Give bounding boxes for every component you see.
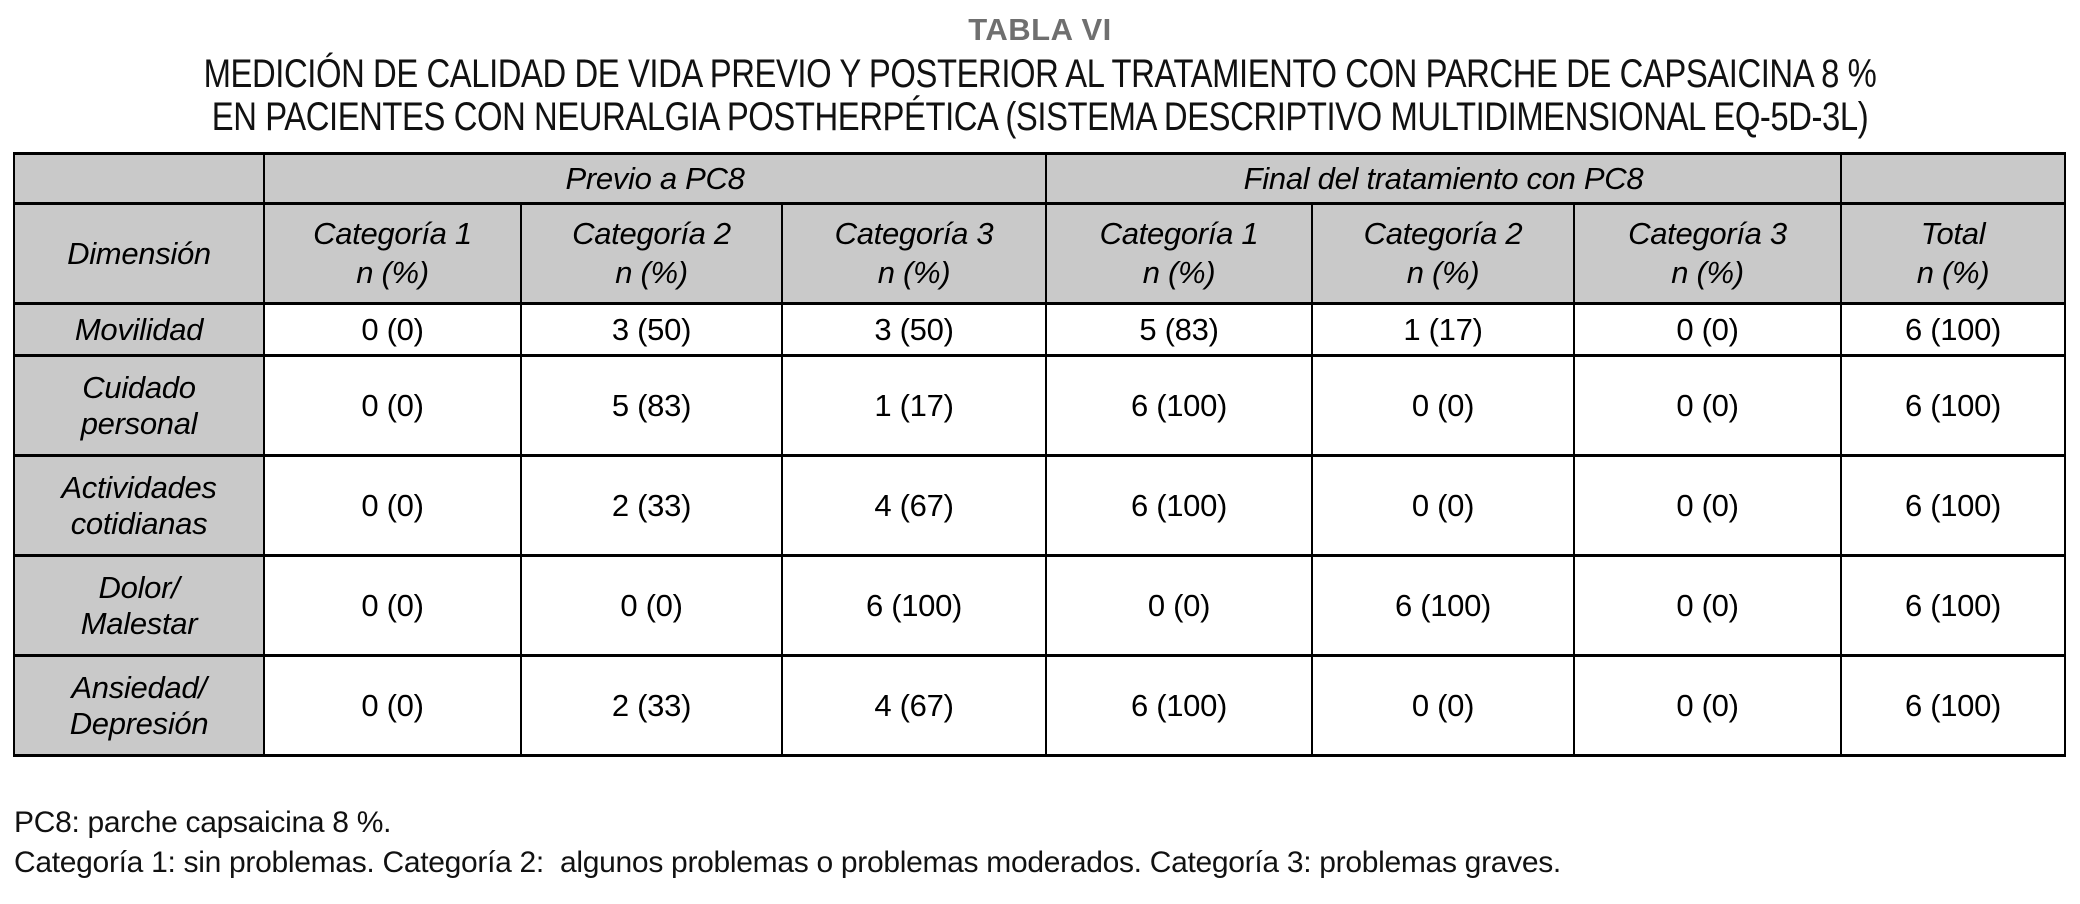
column-header-label: Total	[1920, 215, 1986, 251]
column-header-previo-cat3: Categoría 3 n (%)	[781, 202, 1047, 305]
data-cell: 1 (17)	[781, 354, 1047, 457]
dimension-cell: Ansiedad/ Depresión	[13, 654, 265, 757]
column-header-sublabel: n (%)	[356, 254, 429, 290]
data-cell: 0 (0)	[263, 654, 522, 757]
data-cell: 2 (33)	[520, 454, 783, 557]
data-cell: 0 (0)	[1573, 654, 1842, 757]
table-row-actividades-cotidianas: Actividades cotidianas 0 (0) 2 (33) 4 (6…	[13, 454, 2066, 557]
column-header-final-cat2: Categoría 2 n (%)	[1311, 202, 1575, 305]
footnote-categorias: Categoría 1: sin problemas. Categoría 2:…	[14, 846, 1561, 879]
column-header-previo-cat1: Categoría 1 n (%)	[263, 202, 522, 305]
table-row-dolor-malestar: Dolor/ Malestar 0 (0) 0 (0) 6 (100) 0 (0…	[13, 554, 2066, 657]
data-cell: 0 (0)	[263, 454, 522, 557]
column-header-sublabel: n (%)	[1406, 254, 1480, 290]
column-header-row: Dimensión Categoría 1 n (%) Categoría 2 …	[13, 202, 2066, 305]
data-cell: 6 (100)	[1840, 302, 2066, 357]
data-cell: 3 (50)	[781, 302, 1047, 357]
data-cell: 0 (0)	[1045, 554, 1313, 657]
data-cell: 6 (100)	[781, 554, 1047, 657]
column-header-label: Categoría 3	[1628, 215, 1787, 251]
table-number-label: TABLA VI	[968, 12, 1112, 47]
data-cell: 0 (0)	[1311, 354, 1575, 457]
data-cell: 4 (67)	[781, 654, 1047, 757]
column-header-sublabel: n (%)	[615, 254, 688, 290]
data-cell: 5 (83)	[520, 354, 783, 457]
column-header-final-cat1: Categoría 1 n (%)	[1045, 202, 1313, 305]
data-cell: 0 (0)	[520, 554, 783, 657]
column-header-final-cat3: Categoría 3 n (%)	[1573, 202, 1842, 305]
data-cell: 0 (0)	[1573, 554, 1842, 657]
data-cell: 6 (100)	[1311, 554, 1575, 657]
column-header-dimension: Dimensión	[13, 202, 265, 305]
column-header-label: Categoría 2	[572, 215, 731, 251]
data-cell: 0 (0)	[263, 554, 522, 657]
data-cell: 6 (100)	[1840, 354, 2066, 457]
data-cell: 6 (100)	[1840, 454, 2066, 557]
table-row-ansiedad-depresion: Ansiedad/ Depresión 0 (0) 2 (33) 4 (67) …	[13, 654, 2066, 757]
group-header-final: Final del tratamiento con PC8	[1045, 152, 1842, 205]
table-row-movilidad: Movilidad 0 (0) 3 (50) 3 (50) 5 (83) 1 (…	[13, 302, 2066, 357]
table-title-line2: EN PACIENTES CON NEURALGIA POSTHERPÉTICA…	[211, 95, 1869, 139]
data-cell: 2 (33)	[520, 654, 783, 757]
column-header-label: Categoría 3	[834, 215, 994, 251]
table-row-cuidado-personal: Cuidado personal 0 (0) 5 (83) 1 (17) 6 (…	[13, 354, 2066, 457]
group-header-previo: Previo a PC8	[263, 152, 1047, 205]
dimension-cell: Movilidad	[13, 302, 265, 357]
group-header-row: Previo a PC8 Final del tratamiento con P…	[13, 152, 2066, 205]
data-cell: 6 (100)	[1045, 654, 1313, 757]
column-header-label: Categoría 1	[1099, 215, 1259, 251]
data-cell: 3 (50)	[520, 302, 783, 357]
data-cell: 0 (0)	[1311, 654, 1575, 757]
footnote-pc8: PC8: parche capsaicina 8 %.	[14, 806, 392, 839]
data-cell: 0 (0)	[1573, 454, 1842, 557]
column-header-total: Total n (%)	[1840, 202, 2066, 305]
data-cell: 6 (100)	[1840, 554, 2066, 657]
column-header-label: Categoría 2	[1363, 215, 1523, 251]
eq5d-results-table: Previo a PC8 Final del tratamiento con P…	[13, 152, 2066, 757]
data-cell: 0 (0)	[1573, 302, 1842, 357]
dimension-cell: Actividades cotidianas	[13, 454, 265, 557]
column-header-label: Categoría 1	[313, 215, 472, 251]
dimension-cell: Cuidado personal	[13, 354, 265, 457]
data-cell: 6 (100)	[1840, 654, 2066, 757]
data-cell: 4 (67)	[781, 454, 1047, 557]
data-cell: 0 (0)	[263, 302, 522, 357]
column-header-sublabel: n (%)	[1142, 254, 1216, 290]
data-cell: 0 (0)	[263, 354, 522, 457]
corner-cell-empty	[13, 152, 265, 205]
column-header-sublabel: n (%)	[877, 254, 951, 290]
table-title-line1: MEDICIÓN DE CALIDAD DE VIDA PREVIO Y POS…	[203, 52, 1877, 96]
data-cell: 6 (100)	[1045, 454, 1313, 557]
data-cell: 1 (17)	[1311, 302, 1575, 357]
data-cell: 6 (100)	[1045, 354, 1313, 457]
column-header-previo-cat2: Categoría 2 n (%)	[520, 202, 783, 305]
dimension-cell: Dolor/ Malestar	[13, 554, 265, 657]
column-header-sublabel: n (%)	[1916, 254, 1990, 290]
column-header-sublabel: n (%)	[1671, 254, 1744, 290]
data-cell: 5 (83)	[1045, 302, 1313, 357]
data-cell: 0 (0)	[1311, 454, 1575, 557]
data-cell: 0 (0)	[1573, 354, 1842, 457]
corner-cell-empty-right	[1840, 152, 2066, 205]
